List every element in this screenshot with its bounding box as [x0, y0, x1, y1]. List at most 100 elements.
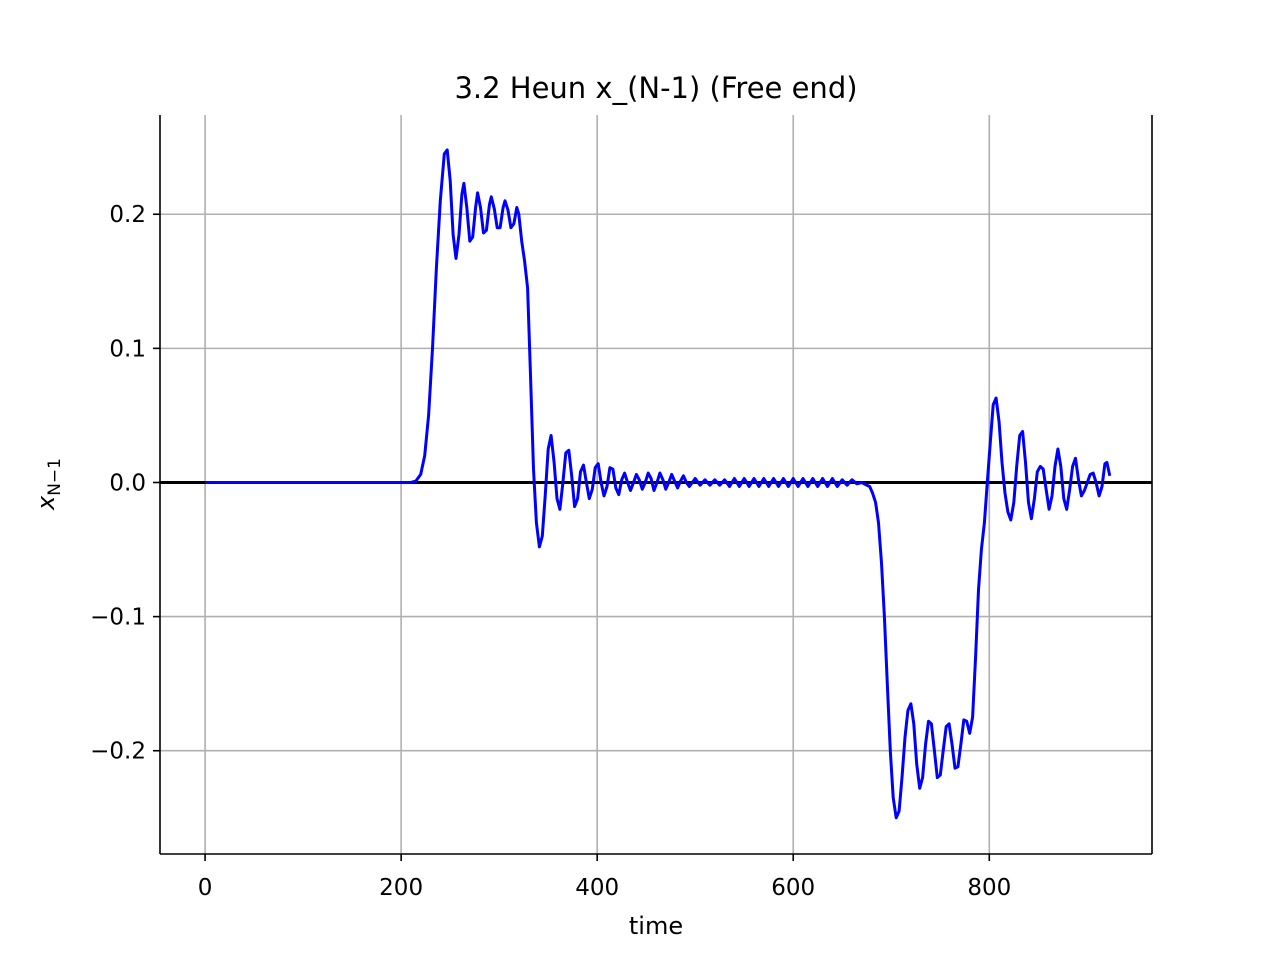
data-point-145 [896, 817, 897, 818]
data-point-87 [657, 482, 658, 483]
data-point-30 [491, 196, 492, 197]
data-point-121 [798, 486, 799, 487]
data-point-94 [677, 487, 678, 488]
data-point-50 [548, 449, 549, 450]
data-point-1 [254, 482, 255, 483]
data-point-104 [714, 479, 715, 480]
data-point-106 [724, 479, 725, 480]
data-point-154 [922, 777, 923, 778]
data-point-18 [459, 234, 460, 235]
data-point-68 [601, 482, 602, 483]
data-point-3 [352, 482, 353, 483]
data-point-153 [919, 788, 920, 789]
data-point-191 [1031, 518, 1032, 519]
data-point-161 [943, 750, 944, 751]
data-point-90 [665, 489, 666, 490]
data-point-211 [1090, 474, 1091, 475]
data-point-205 [1072, 466, 1073, 467]
data-point-107 [729, 486, 730, 487]
data-point-170 [969, 733, 970, 734]
x-axis-ticks: 0 200 400 600 800 [198, 854, 1011, 901]
data-point-182 [1005, 493, 1006, 494]
data-point-8 [424, 455, 425, 456]
data-point-159 [937, 777, 938, 778]
series-group [205, 148, 1112, 820]
data-point-35 [505, 200, 506, 201]
data-point-96 [683, 475, 684, 476]
data-point-6 [415, 481, 416, 482]
data-point-187 [1019, 435, 1020, 436]
x-axis-label: time [629, 912, 683, 940]
data-point-24 [475, 207, 476, 208]
data-point-197 [1049, 509, 1050, 510]
data-point-200 [1057, 449, 1058, 450]
data-point-178 [993, 404, 994, 405]
data-point-21 [466, 207, 467, 208]
data-point-113 [758, 486, 759, 487]
data-point-194 [1040, 466, 1041, 467]
data-point-69 [604, 495, 605, 496]
data-point-62 [583, 465, 584, 466]
data-point-216 [1104, 463, 1105, 464]
data-point-77 [627, 482, 628, 483]
data-point-43 [527, 288, 528, 289]
y-tick-label-4: 0.2 [109, 202, 146, 228]
y-tick-label-0: −0.2 [90, 739, 146, 765]
data-point-58 [571, 475, 572, 476]
data-point-92 [671, 474, 672, 475]
data-point-59 [574, 506, 575, 507]
data-point-137 [872, 493, 873, 494]
data-point-11 [436, 267, 437, 268]
data-point-83 [645, 482, 646, 483]
data-point-23 [472, 237, 473, 238]
data-point-31 [494, 208, 495, 209]
data-point-193 [1037, 471, 1038, 472]
data-point-158 [934, 750, 935, 751]
data-point-25 [477, 192, 478, 193]
axes-frame [159, 115, 1153, 855]
data-point-151 [913, 723, 914, 724]
data-point-150 [910, 703, 911, 704]
data-point-71 [609, 467, 610, 468]
data-point-105 [719, 485, 720, 486]
data-point-165 [955, 768, 956, 769]
data-point-4 [401, 482, 402, 483]
data-point-48 [542, 536, 543, 537]
data-point-13 [444, 153, 445, 154]
data-point-195 [1043, 469, 1044, 470]
data-point-166 [957, 766, 958, 767]
data-point-10 [432, 348, 433, 349]
y-axis-label-subscript: N−1 [45, 458, 65, 496]
data-point-14 [447, 149, 448, 150]
x-tick-label-1: 200 [379, 875, 423, 901]
data-point-47 [539, 546, 540, 547]
data-point-149 [907, 710, 908, 711]
data-point-75 [621, 479, 622, 480]
data-point-0 [205, 482, 206, 483]
data-point-108 [734, 478, 735, 479]
data-point-125 [817, 486, 818, 487]
data-point-132 [852, 479, 853, 480]
data-point-212 [1093, 473, 1094, 474]
data-point-56 [565, 453, 566, 454]
data-point-208 [1081, 495, 1082, 496]
data-point-16 [453, 234, 454, 235]
data-point-84 [648, 473, 649, 474]
data-point-167 [960, 744, 961, 745]
data-point-198 [1052, 495, 1053, 496]
data-point-143 [890, 750, 891, 751]
data-point-134 [861, 482, 862, 483]
data-point-38 [513, 223, 514, 224]
data-point-20 [463, 183, 464, 184]
data-point-196 [1046, 489, 1047, 490]
data-point-175 [984, 522, 985, 523]
data-point-57 [568, 450, 569, 451]
chart-title: 3.2 Heun x_(N-1) (Free end) [454, 71, 857, 105]
data-point-44 [530, 375, 531, 376]
data-point-204 [1069, 489, 1070, 490]
data-point-37 [510, 227, 511, 228]
data-point-79 [633, 482, 634, 483]
data-point-74 [618, 494, 619, 495]
data-point-34 [503, 207, 504, 208]
